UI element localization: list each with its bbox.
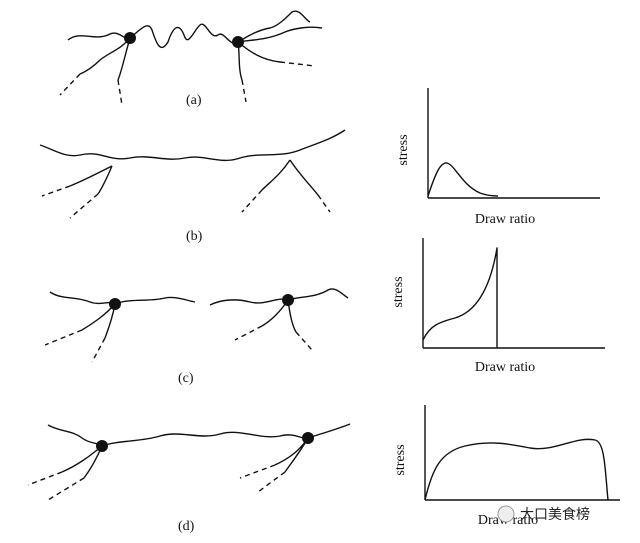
y-axis-label: stress xyxy=(396,134,411,165)
chain-end xyxy=(44,325,313,363)
stress-curve xyxy=(422,247,498,348)
watermark-text: 大口美食榜 xyxy=(520,506,590,523)
crosslink xyxy=(109,298,121,310)
watermark-icon xyxy=(497,505,515,523)
plot-b: stress Draw ratio xyxy=(396,88,600,227)
panel-d-chains: (d) xyxy=(27,423,351,534)
panel-c-chains: (c) xyxy=(44,288,349,386)
chain xyxy=(69,159,319,196)
crosslink xyxy=(232,36,244,48)
panel-label: (a) xyxy=(186,93,202,108)
chain-end xyxy=(27,464,286,501)
plot-c: stress Draw ratio xyxy=(391,238,605,375)
y-axis-label: stress xyxy=(391,276,406,307)
chain xyxy=(67,10,311,48)
y-axis-label: stress xyxy=(393,444,408,475)
chain xyxy=(39,129,346,162)
panel-a-chains: (a) xyxy=(59,10,323,108)
plot-d: stress Draw ratio xyxy=(393,405,620,528)
panel-b-chains: (b) xyxy=(39,129,346,244)
chain-end xyxy=(241,61,316,103)
stress-curve xyxy=(424,438,609,501)
panel-label: (d) xyxy=(178,519,195,534)
chain xyxy=(61,437,309,479)
crosslink xyxy=(302,432,314,444)
chain-end xyxy=(41,185,331,219)
stress-curve xyxy=(427,162,499,197)
watermark: 大口美食榜 xyxy=(497,505,590,523)
chain xyxy=(81,299,297,339)
panel-label: (c) xyxy=(178,371,194,386)
crosslink xyxy=(282,294,294,306)
x-axis-label: Draw ratio xyxy=(475,360,535,375)
panel-label: (b) xyxy=(186,229,203,244)
chain-end xyxy=(59,73,123,106)
chain xyxy=(49,288,349,306)
crosslink xyxy=(96,440,108,452)
crosslink xyxy=(124,32,136,44)
x-axis-label: Draw ratio xyxy=(475,212,535,227)
chain xyxy=(79,37,131,81)
